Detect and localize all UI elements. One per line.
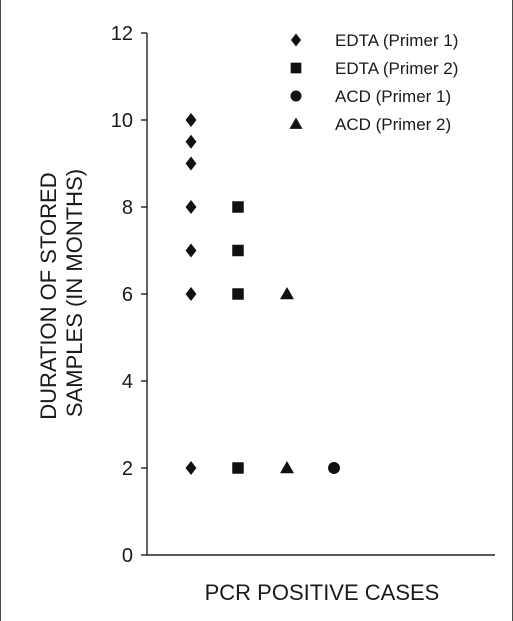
data-point xyxy=(185,200,197,214)
data-points xyxy=(185,113,340,475)
legend-label: EDTA (Primer 1) xyxy=(335,31,458,50)
legend-marker xyxy=(290,62,302,74)
data-point xyxy=(185,461,197,475)
data-point xyxy=(185,243,197,258)
data-point xyxy=(232,244,244,257)
y-tick-label: 4 xyxy=(122,371,133,393)
data-point xyxy=(185,134,197,149)
legend-label: EDTA (Primer 2) xyxy=(335,59,458,78)
data-point xyxy=(185,113,197,127)
data-point xyxy=(232,462,244,474)
y-tick-label: 6 xyxy=(122,284,133,306)
y-axis-title-line-2: SAMPLES (IN MONTHS) xyxy=(62,169,87,417)
legend-label: ACD (Primer 2) xyxy=(335,115,451,134)
data-point xyxy=(280,287,294,300)
y-tick-label: 0 xyxy=(122,545,133,567)
data-point xyxy=(232,201,244,213)
legend-label: ACD (Primer 1) xyxy=(335,87,451,106)
y-tick-label: 2 xyxy=(122,458,133,480)
legend-marker xyxy=(289,117,303,129)
y-tick-label: 12 xyxy=(111,23,133,45)
y-axis-title-line-1: DURATION OF STORED xyxy=(36,172,61,419)
legend-marker xyxy=(290,33,302,47)
data-point xyxy=(232,288,244,300)
data-point xyxy=(185,156,197,171)
y-tick-label: 8 xyxy=(122,197,133,219)
legend: EDTA (Primer 1) EDTA (Primer 2) ACD (Prime… xyxy=(289,31,458,134)
legend-marker xyxy=(290,90,302,102)
axes: 0 2 4 6 8 10 12 xyxy=(111,23,495,567)
x-axis-title: PCR POSITIVE CASES xyxy=(205,580,440,605)
y-axis-title: DURATION OF STORED SAMPLES (IN MONTHS) xyxy=(36,166,87,419)
y-tick-label: 10 xyxy=(111,110,133,132)
data-point xyxy=(328,462,340,474)
data-point xyxy=(185,287,197,301)
data-point xyxy=(280,461,294,474)
